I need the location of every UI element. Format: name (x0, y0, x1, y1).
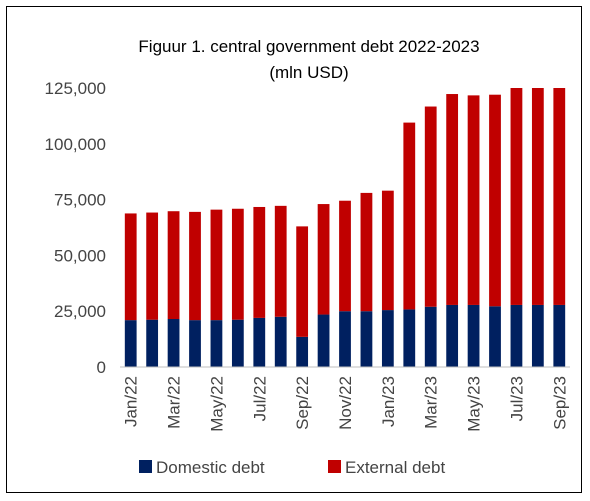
bar-domestic-debt (510, 304, 523, 367)
x-tick-label: May/23 (465, 376, 484, 432)
y-tick-label: 75,000 (54, 191, 106, 210)
bar-domestic-debt (553, 304, 566, 367)
bar-external-debt (210, 209, 223, 321)
bar-external-debt (253, 206, 266, 318)
chart-frame (6, 6, 582, 493)
bar-external-debt (124, 213, 137, 321)
bar-external-debt (467, 95, 480, 305)
x-tick-label: Sep/23 (550, 376, 569, 430)
bar-domestic-debt (446, 304, 459, 367)
x-tick-label: Mar/23 (422, 376, 441, 429)
x-tick-label: Jan/23 (379, 376, 398, 427)
bar-domestic-debt (124, 320, 137, 367)
bars-group (124, 88, 566, 367)
legend-label-domestic: Domestic debt (156, 458, 265, 477)
bar-domestic-debt (167, 319, 180, 367)
bar-domestic-debt (360, 311, 373, 367)
bar-domestic-debt (296, 336, 309, 367)
bar-external-debt (167, 211, 180, 320)
bar-domestic-debt (467, 304, 480, 367)
x-tick-label: Nov/22 (336, 376, 355, 430)
bar-external-debt (403, 122, 416, 310)
bar-domestic-debt (317, 314, 330, 367)
bar-external-debt (489, 94, 501, 307)
legend-swatch-external (328, 460, 341, 473)
x-tick-label: Jul/22 (250, 376, 269, 421)
bar-external-debt (424, 106, 437, 307)
y-axis: 0 25,000 50,000 75,000 100,000 125,000 (45, 79, 106, 377)
y-tick-label: 125,000 (45, 79, 106, 98)
bar-external-debt (360, 192, 373, 312)
x-tick-label: May/22 (207, 376, 226, 432)
bar-external-debt (531, 88, 544, 305)
bar-external-debt (553, 88, 566, 305)
bar-domestic-debt (189, 320, 201, 367)
legend-label-external: External debt (345, 458, 445, 477)
bar-domestic-debt (231, 319, 244, 367)
x-tick-label: Jul/23 (507, 376, 526, 421)
bar-external-debt (317, 204, 330, 315)
bar-domestic-debt (489, 306, 501, 367)
x-tick-label: Mar/22 (165, 376, 184, 429)
bar-domestic-debt (210, 320, 223, 367)
bar-external-debt (381, 190, 394, 311)
bar-domestic-debt (274, 316, 287, 367)
bar-domestic-debt (339, 311, 351, 367)
chart-subtitle: (mln USD) (269, 63, 348, 82)
bar-external-debt (510, 88, 523, 305)
x-tick-label: Sep/22 (293, 376, 312, 430)
bar-domestic-debt (381, 310, 394, 367)
x-axis: Jan/22 Mar/22 May/22 Jul/22 Sep/22 Nov/22 Jan/… (122, 376, 570, 432)
y-tick-label: 25,000 (54, 302, 106, 321)
bar-external-debt (296, 226, 309, 337)
legend: Domestic debt External debt (139, 458, 445, 477)
bar-external-debt (146, 212, 159, 320)
x-tick-label: Jan/22 (122, 376, 141, 427)
bar-external-debt (189, 211, 201, 321)
y-tick-label: 100,000 (45, 135, 106, 154)
bar-domestic-debt (146, 319, 159, 367)
bar-external-debt (274, 205, 287, 317)
bar-domestic-debt (403, 309, 416, 367)
y-tick-label: 50,000 (54, 246, 106, 265)
bar-domestic-debt (253, 317, 266, 367)
bar-domestic-debt (424, 306, 437, 367)
bar-external-debt (446, 94, 459, 305)
bar-domestic-debt (531, 304, 544, 367)
bar-external-debt (231, 208, 244, 320)
legend-swatch-domestic (139, 460, 152, 473)
chart-title: Figuur 1. central government debt 2022-2… (138, 37, 479, 56)
bar-external-debt (339, 200, 351, 312)
y-tick-label: 0 (97, 358, 106, 377)
